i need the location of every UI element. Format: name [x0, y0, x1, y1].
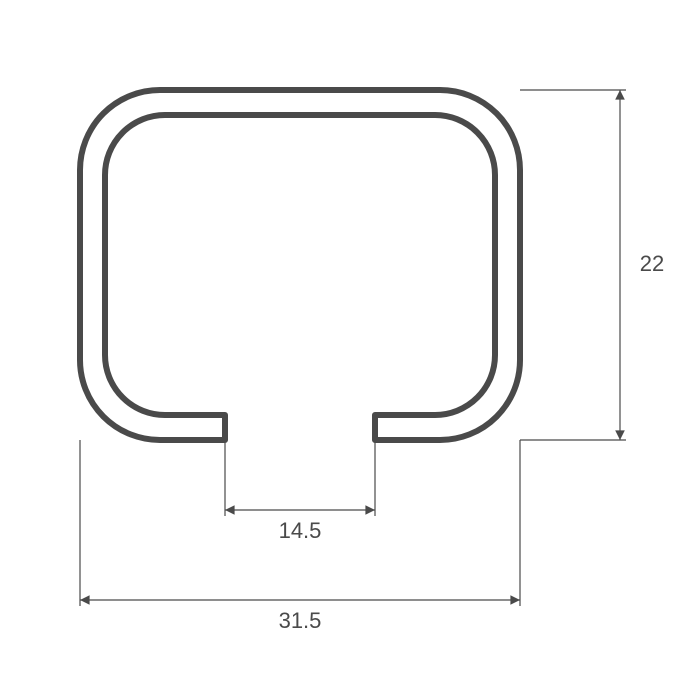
dimension-gap-width: 14.5	[225, 440, 375, 543]
dimension-overall-height: 22	[520, 90, 664, 440]
dimension-label-width: 31.5	[279, 608, 322, 633]
rail-profile-outline	[80, 90, 520, 440]
dimension-label-height: 22	[640, 251, 664, 276]
cross-section-diagram: 31.5 14.5 22	[0, 0, 700, 700]
dimension-label-gap: 14.5	[279, 518, 322, 543]
